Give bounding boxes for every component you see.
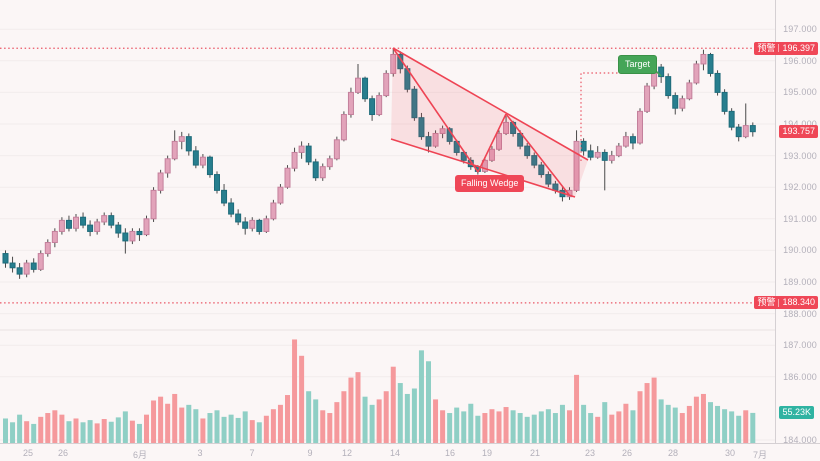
y-axis-label: 193.000 bbox=[783, 150, 817, 161]
y-axis-label: 192.000 bbox=[783, 182, 817, 193]
falling-wedge-annotation-label[interactable]: Falling Wedge bbox=[455, 175, 525, 192]
x-axis-label: 19 bbox=[481, 448, 493, 458]
tag-divider bbox=[778, 298, 780, 307]
x-axis-label: 7月 bbox=[752, 450, 768, 460]
x-axis-label: 25 bbox=[22, 448, 34, 458]
x-axis-label: 30 bbox=[724, 448, 736, 458]
y-axis-label: 184.000 bbox=[783, 435, 817, 445]
x-axis-label: 26 bbox=[621, 448, 633, 458]
x-axis-label: 23 bbox=[584, 448, 596, 458]
last-price-tag: 193.757 bbox=[779, 125, 818, 139]
x-axis-label: 28 bbox=[667, 448, 679, 458]
current-volume-tag: 55.23K bbox=[779, 406, 814, 420]
x-axis-label: 9 bbox=[307, 448, 313, 458]
x-axis-label: 7 bbox=[249, 448, 255, 458]
x-axis-label: 6月 bbox=[132, 450, 148, 460]
x-axis-label: 3 bbox=[197, 448, 203, 458]
volume-value: 55.23K bbox=[782, 407, 811, 418]
x-axis-label: 12 bbox=[341, 448, 353, 458]
y-axis-label: 191.000 bbox=[783, 213, 817, 224]
tag-divider bbox=[778, 44, 780, 53]
price-alert-tag-upper[interactable]: 预警 196.397 bbox=[754, 41, 818, 55]
y-axis-label: 197.000 bbox=[783, 24, 817, 35]
alert-price: 196.397 bbox=[782, 42, 815, 53]
y-axis-label: 196.000 bbox=[783, 55, 817, 66]
alert-label: 预警 bbox=[757, 42, 776, 53]
x-axis-label: 14 bbox=[389, 448, 401, 458]
last-price-value: 193.757 bbox=[782, 126, 815, 137]
x-axis-label: 21 bbox=[529, 448, 541, 458]
alert-label: 预警 bbox=[757, 297, 776, 308]
price-alert-tag-lower[interactable]: 预警 188.340 bbox=[754, 296, 818, 310]
y-axis-label: 195.000 bbox=[783, 87, 817, 98]
x-axis-label: 26 bbox=[57, 448, 69, 458]
x-axis-label: 16 bbox=[444, 448, 456, 458]
y-axis-label: 188.000 bbox=[783, 308, 817, 319]
y-axis-label: 189.000 bbox=[783, 277, 817, 287]
alert-price: 188.340 bbox=[782, 297, 815, 308]
target-annotation-label[interactable]: Target bbox=[618, 55, 658, 74]
y-axis-label: 186.000 bbox=[783, 371, 817, 382]
y-axis-label: 187.000 bbox=[783, 340, 817, 351]
y-axis-label: 190.000 bbox=[783, 245, 817, 256]
y-axis-label: 194.000 bbox=[783, 119, 817, 129]
